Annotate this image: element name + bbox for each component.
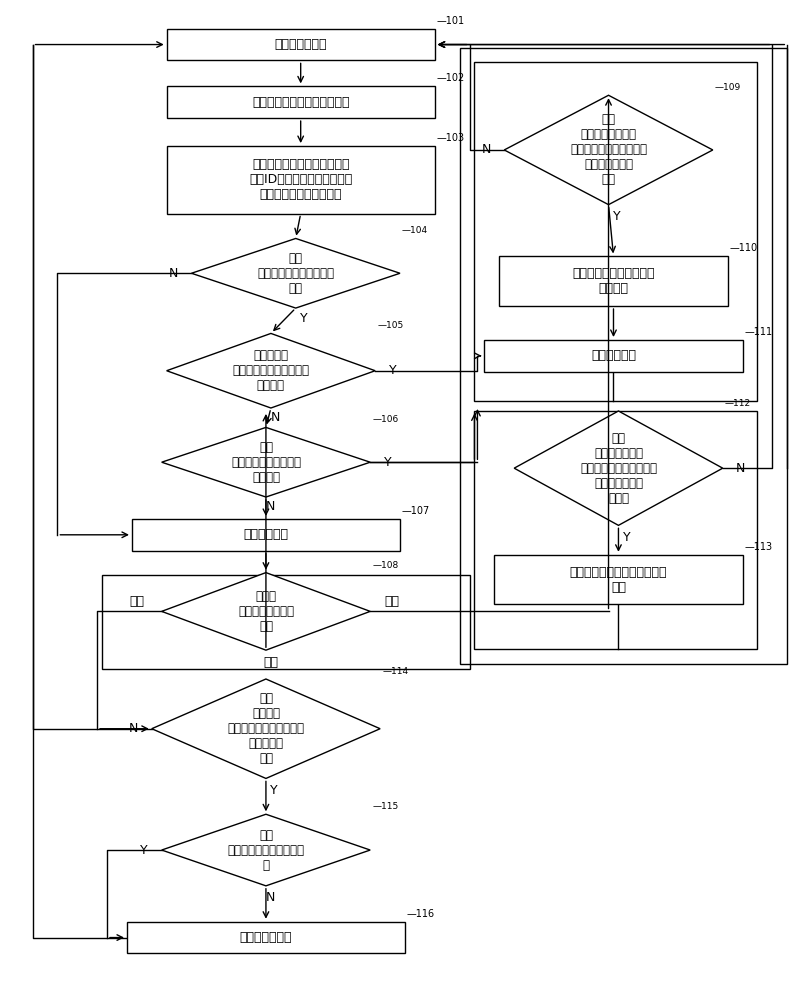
Text: 判断
生成的响应是否为第三响
应: 判断 生成的响应是否为第三响 应 — [227, 829, 304, 872]
Bar — [494, 555, 743, 604]
Text: —105: —105 — [377, 321, 403, 330]
Text: 处理生成的响应: 处理生成的响应 — [240, 931, 292, 944]
Text: Y: Y — [389, 364, 397, 377]
Text: 发送第二响应: 发送第二响应 — [591, 349, 636, 362]
Text: 根据接收到的数据包所包含的
管道ID，从自身存储的上下文
中检索相应的管道的信息: 根据接收到的数据包所包含的 管道ID，从自身存储的上下文 中检索相应的管道的信息 — [249, 158, 352, 201]
Text: 命令: 命令 — [384, 595, 399, 608]
Text: 判断
生成的响
应是否与自身最近一次发
送的命令相
匹配: 判断 生成的响 应是否与自身最近一次发 送的命令相 匹配 — [227, 692, 304, 765]
Text: Y: Y — [140, 844, 147, 857]
Bar — [167, 29, 434, 60]
Text: —115: —115 — [372, 802, 398, 811]
Text: 事件: 事件 — [263, 656, 278, 669]
Text: —116: —116 — [407, 909, 435, 919]
Text: —110: —110 — [730, 243, 758, 253]
Bar — [485, 340, 743, 372]
Text: —114: —114 — [382, 667, 408, 676]
Polygon shape — [151, 679, 380, 778]
Polygon shape — [505, 95, 713, 205]
Polygon shape — [514, 411, 723, 525]
Text: Y: Y — [613, 210, 620, 223]
Text: 发送第一响应: 发送第一响应 — [243, 528, 289, 541]
Text: N: N — [266, 891, 276, 904]
Text: —104: —104 — [402, 226, 428, 235]
Bar — [474, 410, 757, 649]
Text: —108: —108 — [372, 561, 398, 570]
Text: 判断
与接收到的数据
包对应的管道所连接的端
口是否支持生成
的事件: 判断 与接收到的数据 包对应的管道所连接的端 口是否支持生成 的事件 — [580, 432, 657, 505]
Polygon shape — [162, 814, 370, 886]
Text: —111: —111 — [744, 327, 773, 337]
Text: —107: —107 — [402, 506, 430, 516]
Text: N: N — [736, 462, 745, 475]
Text: 判断
是否检索到相应的管道的
信息: 判断 是否检索到相应的管道的 信息 — [257, 252, 334, 295]
Text: 执行生成的命令，发送相
应的响应: 执行生成的命令，发送相 应的响应 — [572, 267, 655, 295]
Text: Y: Y — [622, 531, 630, 544]
Text: N: N — [481, 143, 491, 156]
Bar — [132, 519, 400, 551]
Text: N: N — [169, 267, 179, 280]
Text: —106: —106 — [372, 415, 398, 424]
Text: N: N — [271, 411, 281, 424]
Polygon shape — [191, 238, 400, 308]
Text: Y: Y — [300, 312, 308, 325]
Text: 判断
生成的消息是否为打开
管道命令: 判断 生成的消息是否为打开 管道命令 — [231, 441, 301, 484]
Text: —109: —109 — [715, 83, 741, 92]
Text: 对生成
的消息的类型进行
判断: 对生成 的消息的类型进行 判断 — [238, 590, 294, 633]
Polygon shape — [162, 427, 370, 497]
Bar — [460, 48, 787, 664]
Text: —101: —101 — [437, 16, 465, 26]
Text: 判断
与接收到的数据包
对应的管道所连接的端口
是否支持生成的
命令: 判断 与接收到的数据包 对应的管道所连接的端口 是否支持生成的 命令 — [570, 113, 647, 186]
Text: —103: —103 — [437, 133, 465, 143]
Text: 响应: 响应 — [129, 595, 144, 608]
Text: N: N — [266, 500, 276, 513]
Text: 根据接收到的数据包生成消息: 根据接收到的数据包生成消息 — [252, 96, 349, 109]
Bar — [499, 256, 728, 306]
Polygon shape — [167, 333, 375, 408]
Bar — [474, 62, 757, 401]
Text: 判断检索到
的管道的状态信息是否为
打开状态: 判断检索到 的管道的状态信息是否为 打开状态 — [233, 349, 309, 392]
Bar — [167, 146, 434, 214]
Text: —113: —113 — [744, 542, 773, 552]
Text: —112: —112 — [724, 399, 751, 408]
Text: 等待接收数据包: 等待接收数据包 — [274, 38, 327, 51]
Text: Y: Y — [270, 784, 277, 797]
Text: 处理生成的事件，发送相应的
响应: 处理生成的事件，发送相应的 响应 — [570, 566, 667, 594]
Bar — [102, 575, 469, 669]
Text: Y: Y — [384, 456, 392, 469]
Bar — [127, 922, 405, 953]
Text: N: N — [129, 722, 139, 735]
Text: —102: —102 — [437, 73, 465, 83]
Bar — [167, 86, 434, 118]
Polygon shape — [162, 573, 370, 650]
